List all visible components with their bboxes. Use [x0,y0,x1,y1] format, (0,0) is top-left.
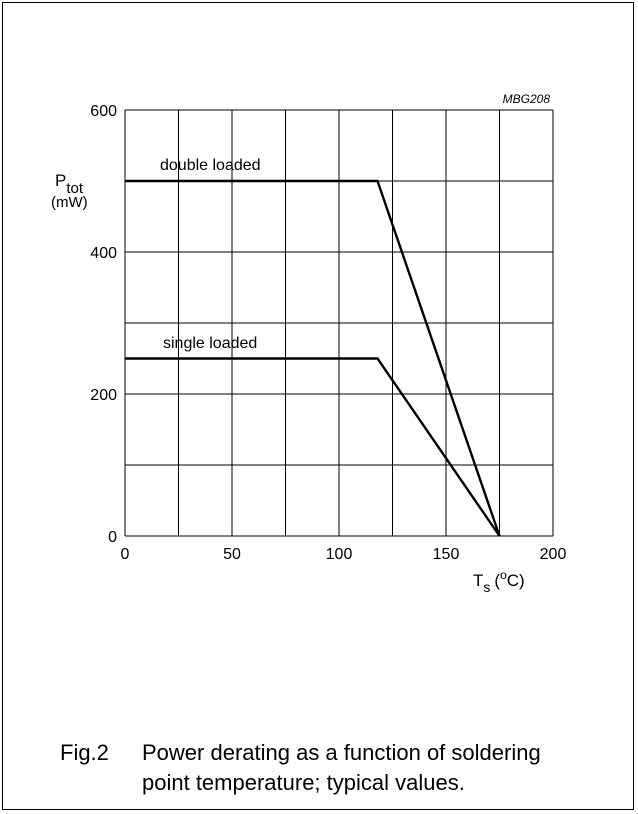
x-tick-label: 150 [433,546,460,563]
y-tick-label: 0 [108,529,117,546]
x-tick-label: 100 [326,546,353,563]
series-line-double-loaded [125,179,501,537]
chart-code: MBG208 [503,92,551,106]
y-axis-label-main: P [55,171,66,190]
x-axis-unit-sup: o [500,568,507,582]
x-axis-label-sub: s [483,579,490,595]
caption-text: Power derating as a function of solderin… [142,740,541,795]
y-axis-unit: (mW) [51,194,88,211]
y-axis-label: Ptot [55,171,84,197]
series-line-single-loaded [125,357,501,537]
x-axis-unit-open: ( [494,571,500,590]
x-tick-label: 200 [540,546,567,563]
series-group [125,179,501,537]
y-tick-label: 200 [90,387,117,404]
x-tick-label: 50 [223,546,241,563]
x-axis-label-main: T [473,571,483,590]
x-tick-label: 0 [121,546,130,563]
y-axis-label-sub: tot [66,180,84,197]
x-axis-label: Ts (oC) [473,568,525,595]
caption-figure-number: Fig.2 [60,740,109,765]
series-label-single-loaded: single loaded [163,335,257,352]
x-axis-unit-close: C) [507,571,525,590]
y-tick-label: 600 [90,103,117,120]
tick-labels: 0 50 100 150 200 0 200 400 600 [90,103,566,563]
series-label-double-loaded: double loaded [160,157,261,174]
y-tick-label: 400 [90,245,117,262]
